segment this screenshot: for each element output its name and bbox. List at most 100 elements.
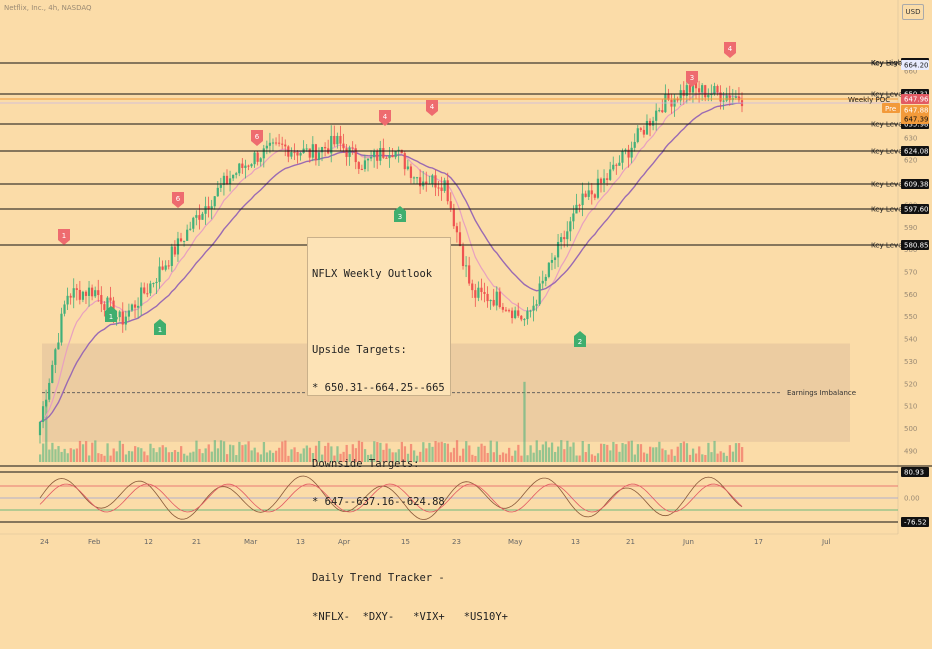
volume-bar xyxy=(308,447,312,462)
volume-bar xyxy=(305,445,308,462)
volume-bar xyxy=(477,446,480,462)
poc-label: Weekly POC xyxy=(848,96,890,104)
candle-body xyxy=(308,148,311,158)
candle-body xyxy=(124,316,127,325)
candle-body xyxy=(446,180,449,202)
x-tick-label: 17 xyxy=(754,538,763,546)
candle-body xyxy=(596,178,600,198)
candle-body xyxy=(222,175,226,185)
volume-bar xyxy=(256,452,259,462)
key-level-label: Key Level 6 xyxy=(871,206,912,214)
volume-bar xyxy=(100,454,103,462)
x-tick-label: 21 xyxy=(192,538,201,546)
key-level-label: Key Level 3 xyxy=(871,121,911,129)
volume-bar xyxy=(465,441,468,462)
candle-body xyxy=(517,310,520,316)
candle-body xyxy=(550,260,554,263)
candle-body xyxy=(655,110,658,121)
candle-body xyxy=(290,152,293,157)
sell-marker-label: 4 xyxy=(383,113,388,121)
volume-bar xyxy=(603,443,606,462)
candle-body xyxy=(91,287,94,297)
candle-body xyxy=(547,262,550,277)
candle-body xyxy=(121,311,124,325)
candle-body xyxy=(388,155,391,159)
volume-bar xyxy=(492,452,495,462)
candle-body xyxy=(118,311,121,318)
candle-body xyxy=(498,291,501,307)
candle-body xyxy=(701,85,704,93)
candle-body xyxy=(268,142,272,146)
volume-bar xyxy=(731,451,735,462)
volume-bar xyxy=(409,443,413,462)
volume-bar xyxy=(130,451,134,462)
volume-bar xyxy=(612,441,615,462)
volume-bar xyxy=(373,441,376,462)
volume-bar xyxy=(495,441,499,462)
volume-bar xyxy=(192,451,195,462)
volume-bar xyxy=(458,455,462,462)
candle-body xyxy=(45,399,48,407)
candle-body xyxy=(351,147,354,149)
candle-body xyxy=(440,187,443,191)
volume-bar xyxy=(713,440,716,462)
sell-marker xyxy=(686,71,698,87)
price-chart[interactable]: 4905005105205305405505605705805906006106… xyxy=(0,0,932,550)
candle-body xyxy=(520,315,523,320)
volume-bar xyxy=(367,454,370,462)
candle-body xyxy=(627,149,630,158)
volume-bar xyxy=(722,452,725,462)
volume-bar xyxy=(385,443,388,462)
candle-body xyxy=(130,304,134,311)
sell-marker-label: 6 xyxy=(176,195,181,203)
candle-body xyxy=(642,129,646,135)
outlook-note[interactable]: NFLX Weekly Outlook Upside Targets: * 65… xyxy=(307,237,508,623)
y-tick-label: 550 xyxy=(904,313,917,321)
volume-bar xyxy=(127,450,131,462)
currency-button[interactable]: USD xyxy=(902,4,924,20)
volume-bar xyxy=(434,441,437,462)
candle-body xyxy=(431,175,434,184)
candle-body xyxy=(228,178,232,184)
candle-body xyxy=(581,193,584,206)
candle-body xyxy=(452,208,455,227)
volume-bar xyxy=(394,452,397,462)
candle-body xyxy=(379,148,382,161)
candle-body xyxy=(587,190,590,197)
sell-marker xyxy=(379,110,391,126)
osc-d-line xyxy=(39,483,743,513)
volume-bar xyxy=(167,452,171,462)
candle-body xyxy=(210,206,213,210)
volume-bar xyxy=(42,443,45,462)
chart-root[interactable]: 4905005105205305405505605705805906006106… xyxy=(0,0,932,623)
volume-bar xyxy=(544,441,548,462)
volume-bar xyxy=(321,454,324,462)
candle-body xyxy=(415,177,419,179)
candle-body xyxy=(722,100,725,102)
candle-body xyxy=(195,215,198,218)
candle-body xyxy=(170,246,173,266)
volume-bar xyxy=(636,444,640,462)
volume-bar xyxy=(679,442,682,462)
candle-body xyxy=(458,232,462,247)
candle-body xyxy=(363,160,367,170)
volume-bar xyxy=(655,447,658,462)
volume-bar xyxy=(704,454,707,462)
candle-body xyxy=(100,295,103,305)
price-tag-text: 664.20 xyxy=(904,62,929,70)
y-tick-label: 530 xyxy=(904,358,917,366)
volume-bar xyxy=(152,448,155,462)
candle-body xyxy=(535,304,538,306)
volume-bar xyxy=(238,441,241,462)
volume-bar xyxy=(590,454,594,462)
volume-bar xyxy=(529,445,532,462)
volume-bar xyxy=(734,443,738,462)
volume-bar xyxy=(112,448,115,462)
candle-body xyxy=(204,206,207,214)
candle-body xyxy=(256,152,259,162)
candle-body xyxy=(645,120,649,135)
key-level-label: Key Level 4 xyxy=(871,148,912,156)
candle-body xyxy=(106,297,109,310)
volume-bar xyxy=(701,454,704,462)
volume-bar xyxy=(560,440,563,462)
